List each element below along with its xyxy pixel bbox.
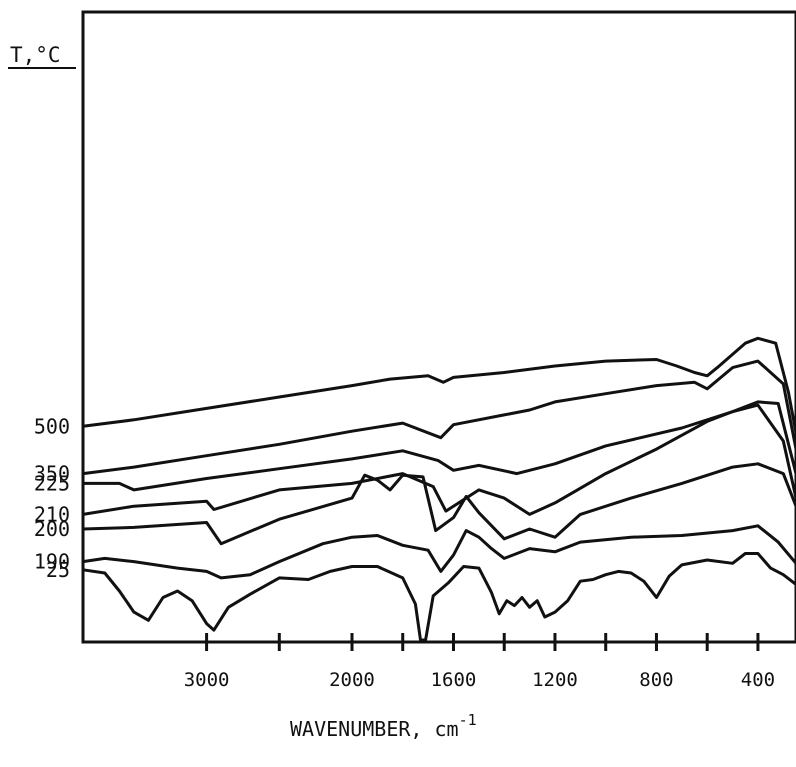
series-label-200: 200 (34, 517, 70, 541)
x-axis-ticks: 3000 2000 1600 1200 800 400 (184, 633, 775, 691)
x-axis-title-superscript: -1 (459, 711, 477, 729)
x-axis-title: WAVENUMBER, cm-1 (290, 711, 477, 741)
series-label-210: 210 (34, 502, 70, 526)
x-tick-label-1200: 1200 (532, 669, 578, 691)
spectrum-curve-210 (81, 400, 796, 516)
spectrum-curve-500 (81, 336, 796, 435)
x-tick-label-400: 400 (741, 669, 775, 691)
spectrum-curve-225 (81, 403, 796, 500)
series-label-350: 350 (34, 462, 70, 486)
series-label-225: 225 (34, 471, 70, 495)
series-label-500: 500 (34, 414, 70, 438)
spectrum-curve-190 (81, 524, 796, 580)
series-label-25: 25 (46, 558, 70, 582)
x-axis-title-text: WAVENUMBER, cm (290, 717, 459, 741)
x-tick-label-1600: 1600 (431, 669, 477, 691)
x-tick-label-3000: 3000 (184, 669, 230, 691)
x-tick-label-2000: 2000 (329, 669, 375, 691)
series-label-190: 190 (34, 550, 70, 574)
plot-frame (81, 10, 796, 644)
spectrum-curve-350 (81, 359, 796, 476)
spectra-curves (81, 336, 796, 642)
y-axis-title: T,°C (10, 43, 61, 67)
spectrum-curve-25 (81, 552, 796, 642)
x-tick-label-800: 800 (639, 669, 673, 691)
spectrum-curve-200 (81, 462, 796, 546)
